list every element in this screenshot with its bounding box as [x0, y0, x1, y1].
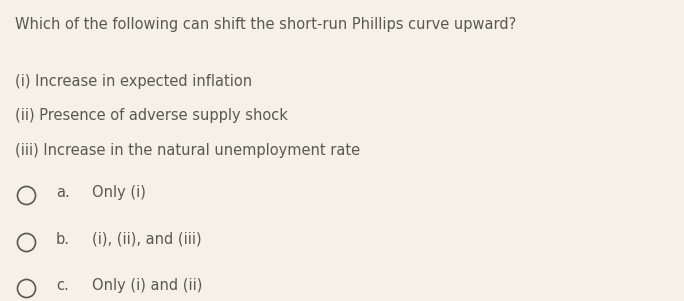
- Text: (iii) Increase in the natural unemployment rate: (iii) Increase in the natural unemployme…: [15, 143, 360, 158]
- Text: Which of the following can shift the short-run Phillips curve upward?: Which of the following can shift the sho…: [15, 17, 516, 32]
- Text: b.: b.: [56, 232, 70, 247]
- Text: Only (i) and (ii): Only (i) and (ii): [92, 278, 202, 293]
- Text: (i), (ii), and (iii): (i), (ii), and (iii): [92, 232, 202, 247]
- Text: Only (i): Only (i): [92, 185, 146, 200]
- Text: a.: a.: [56, 185, 70, 200]
- Text: (i) Increase in expected inflation: (i) Increase in expected inflation: [15, 74, 252, 89]
- Text: c.: c.: [56, 278, 69, 293]
- Text: (ii) Presence of adverse supply shock: (ii) Presence of adverse supply shock: [15, 108, 288, 123]
